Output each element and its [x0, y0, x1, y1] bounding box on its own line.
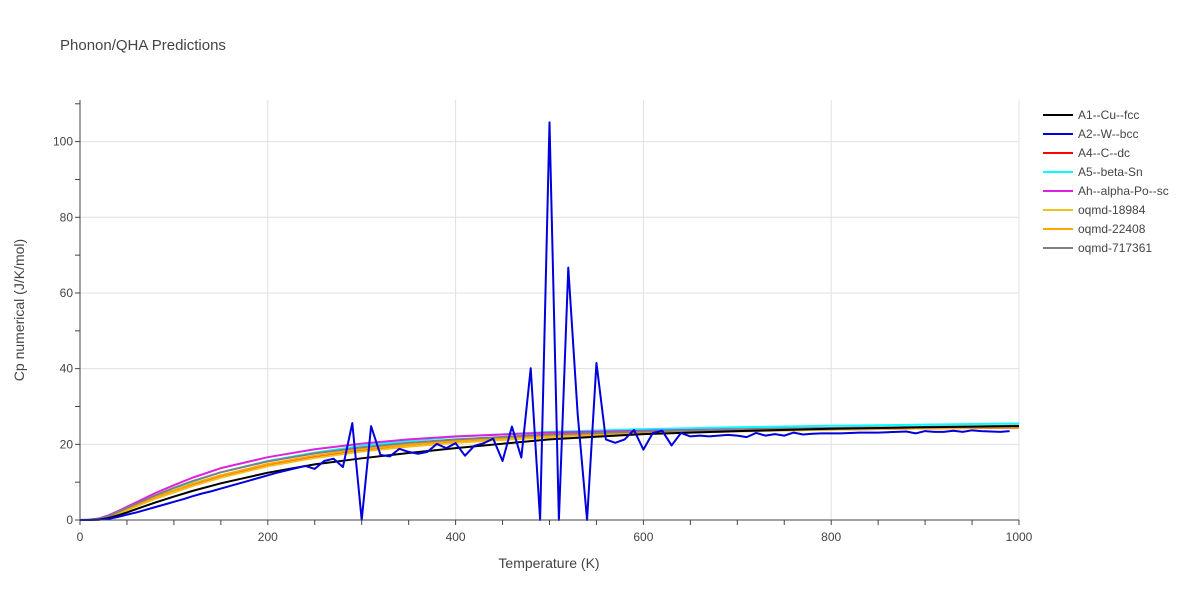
- series-line-oqmd-18984: [80, 426, 1020, 521]
- y-tick-label: 0: [66, 513, 73, 527]
- legend-item[interactable]: oqmd-717361: [1043, 241, 1152, 255]
- x-tick-label: 600: [633, 530, 653, 544]
- x-axis-title: Temperature (K): [498, 555, 599, 571]
- legend-label: oqmd-717361: [1078, 241, 1152, 255]
- series-line-A2--W--bcc: [80, 121, 1010, 521]
- series-line-A4--C--dc: [80, 426, 1020, 521]
- legend-item[interactable]: A2--W--bcc: [1043, 127, 1138, 141]
- gridlines: [80, 100, 1020, 520]
- x-tick-label: 1000: [1006, 530, 1033, 544]
- legend[interactable]: A1--Cu--fcc A2--W--bcc A4--C--dc A5--beta-S…: [1043, 108, 1169, 255]
- legend-label: oqmd-22408: [1078, 222, 1146, 236]
- legend-item[interactable]: Ah--alpha-Po--sc: [1043, 184, 1169, 198]
- legend-label: A1--Cu--fcc: [1078, 108, 1139, 122]
- series-line-oqmd-717361: [80, 424, 1020, 521]
- legend-item[interactable]: oqmd-22408: [1043, 222, 1146, 236]
- y-tick-label: 60: [60, 286, 74, 300]
- legend-label: A4--C--dc: [1078, 146, 1130, 160]
- legend-item[interactable]: A4--C--dc: [1043, 146, 1130, 160]
- legend-label: A2--W--bcc: [1078, 127, 1138, 141]
- x-tick-label: 400: [446, 530, 466, 544]
- series-line-A1--Cu--fcc: [80, 425, 1020, 521]
- plot-area: [80, 121, 1020, 521]
- legend-item[interactable]: oqmd-18984: [1043, 203, 1146, 217]
- y-axis-title: Cp numerical (J/K/mol): [11, 239, 27, 381]
- legend-label: oqmd-18984: [1078, 203, 1146, 217]
- y-tick-label: 40: [60, 362, 74, 376]
- legend-label: A5--beta-Sn: [1078, 165, 1143, 179]
- x-tick-label: 200: [258, 530, 278, 544]
- legend-item[interactable]: A1--Cu--fcc: [1043, 108, 1139, 122]
- y-tick-label: 80: [60, 210, 74, 224]
- axes: 0 200 400 600 800 1000 0 20 40 60 80 100: [53, 100, 1033, 544]
- legend-label: Ah--alpha-Po--sc: [1078, 184, 1169, 198]
- x-tick-label: 800: [821, 530, 841, 544]
- legend-item[interactable]: A5--beta-Sn: [1043, 165, 1143, 179]
- y-tick-label: 20: [60, 437, 74, 451]
- y-tick-label: 100: [53, 135, 73, 149]
- x-tick-label: 0: [77, 530, 84, 544]
- chart-title: Phonon/QHA Predictions: [60, 37, 226, 54]
